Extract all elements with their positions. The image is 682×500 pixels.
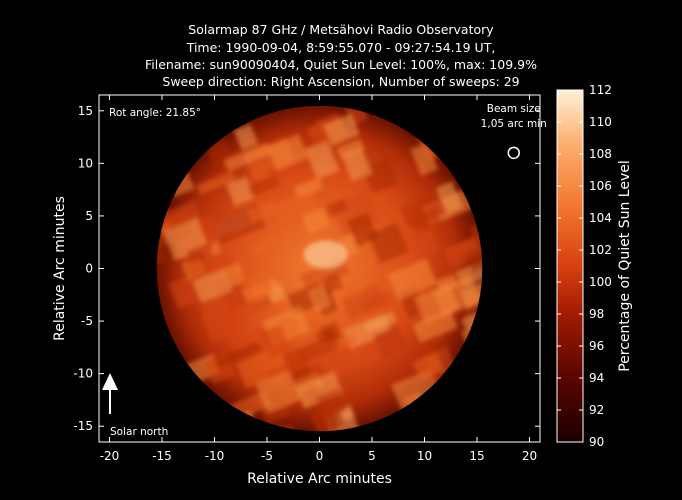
y-axis: -15 -10 -5 0 5 10 15 <box>73 104 540 433</box>
colorbar-tick-label: 110 <box>589 115 612 129</box>
chart-title-line-2: Time: 1990-09-04, 8:59:55.070 - 09:27:54… <box>186 40 496 55</box>
colorbar-tick-label: 104 <box>589 211 612 225</box>
chart-title-line-4: Sweep direction: Right Ascension, Number… <box>162 74 520 89</box>
y-tick-label: -5 <box>81 314 93 328</box>
x-tick-label: 5 <box>368 449 376 463</box>
colorbar-tick-label: 98 <box>589 307 604 321</box>
beam-size-label: Beam size <box>487 103 541 115</box>
y-tick-label: 5 <box>85 209 93 223</box>
colorbar-tick-label: 108 <box>589 147 612 161</box>
x-axis-label: Relative Arc minutes <box>247 471 392 487</box>
x-tick-label: -20 <box>100 449 120 463</box>
beam-size-marker <box>507 146 520 160</box>
chart-title-line-3: Filename: sun90090404, Quiet Sun Level: … <box>145 57 537 72</box>
beam-size-value: 1,05 arc min <box>481 118 547 130</box>
x-tick-label: 10 <box>417 449 432 463</box>
colorbar-tick-label: 94 <box>589 371 604 385</box>
colorbar-label: Percentage of Quiet Sun Level <box>617 160 633 372</box>
y-tick-label: 15 <box>78 104 93 118</box>
colorbar-ticks: 90 92 94 96 98 100 102 104 106 108 110 112 <box>557 83 612 449</box>
colorbar-tick-label: 112 <box>589 83 612 97</box>
x-axis: -20 -15 -10 -5 0 5 10 15 20 <box>100 95 537 463</box>
x-tick-label: 20 <box>522 449 537 463</box>
solar-north-label: Solar north <box>110 426 168 438</box>
x-tick-label: 0 <box>316 449 324 463</box>
y-tick-label: 0 <box>85 262 93 276</box>
y-tick-label: 10 <box>78 156 93 170</box>
colorbar-tick-label: 92 <box>589 403 604 417</box>
chart-title-line-1: Solarmap 87 GHz / Metsähovi Radio Observ… <box>188 22 494 37</box>
colorbar-tick-label: 100 <box>589 275 612 289</box>
x-tick-label: 15 <box>469 449 484 463</box>
colorbar-tick-label: 102 <box>589 243 612 257</box>
colorbar-tick-label: 96 <box>589 339 604 353</box>
x-tick-label: -5 <box>261 449 273 463</box>
y-tick-label: -10 <box>73 367 93 381</box>
y-axis-label: Relative Arc minutes <box>52 196 68 341</box>
solar-north-arrow-icon <box>102 373 118 414</box>
colorbar-tick-label: 90 <box>589 435 604 449</box>
x-tick-label: -10 <box>205 449 225 463</box>
x-tick-label: -15 <box>152 449 172 463</box>
colorbar-tick-label: 106 <box>589 179 612 193</box>
colorbar <box>556 89 584 443</box>
rot-angle-annotation: Rot angle: 21.85° <box>109 107 201 119</box>
y-tick-label: -15 <box>73 419 93 433</box>
